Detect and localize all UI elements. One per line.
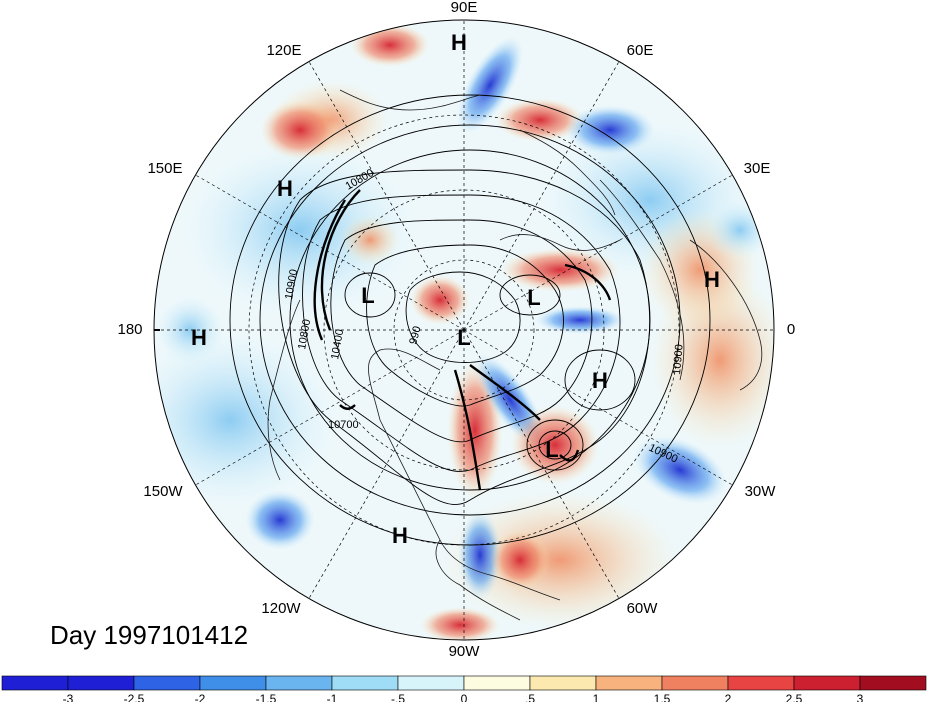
colorbar-tick-label: -3 <box>63 692 74 702</box>
high-center: H <box>704 267 720 292</box>
colorbar-tick-label: 1 <box>593 692 600 702</box>
colorbar-box <box>67 675 135 691</box>
meridian-line <box>463 61 620 331</box>
meridian-line <box>308 61 465 331</box>
lon-label-90w: 90W <box>449 643 481 660</box>
lon-label-120w: 120W <box>261 600 301 617</box>
meridian-line <box>463 329 620 599</box>
colorbar-box <box>463 675 531 691</box>
colorbar-tick-label: -2 <box>195 692 206 702</box>
meridian-line <box>463 174 733 331</box>
colorbar-box <box>1 675 69 691</box>
colorbar-box <box>661 675 729 691</box>
colorbar: -3 -2.5 -2 -1.5 -1 -.5 0 .5 1 1.5 2 2.5 3 <box>1 675 927 702</box>
colorbar-tick-label: 3 <box>857 692 864 702</box>
contour-label: 10800 <box>296 318 313 350</box>
colorbar-box <box>859 675 927 691</box>
colorbar-tick-label: 1.5 <box>654 692 671 702</box>
low-center: L <box>545 437 558 462</box>
pressure-centers: H H L L L H H H L H <box>191 30 720 548</box>
meridian-line <box>463 329 733 486</box>
meridians <box>154 20 774 640</box>
high-center: H <box>392 523 408 548</box>
colorbar-tick-label: 2.5 <box>786 692 803 702</box>
lon-label-150e: 150E <box>147 160 182 177</box>
contour-label: 10900 <box>283 268 300 300</box>
high-center: H <box>592 368 608 393</box>
meridian-line <box>308 329 465 599</box>
colorbar-tick-label: 2 <box>725 692 732 702</box>
anomaly-field <box>154 20 774 640</box>
high-center: H <box>191 325 207 350</box>
contour-lines <box>229 94 711 546</box>
meridian-line <box>195 174 465 331</box>
lon-label-120e: 120E <box>266 42 301 59</box>
colorbar-box <box>331 675 399 691</box>
low-center: L <box>457 325 470 350</box>
low-center: L <box>527 285 540 310</box>
map-title: Day 1997101412 <box>50 620 249 650</box>
colorbar-box <box>529 675 597 691</box>
lon-label-60w: 60W <box>627 600 659 617</box>
contour-label: 10400 <box>329 328 346 360</box>
lon-label-0: 0 <box>787 321 795 338</box>
contour-label: 10700 <box>328 419 359 431</box>
colorbar-tick-label: -2.5 <box>124 692 145 702</box>
lon-label-180: 180 <box>117 321 142 338</box>
colorbar-tick-label: -1.5 <box>256 692 277 702</box>
colorbar-tick-label: -1 <box>327 692 338 702</box>
high-center: H <box>451 30 467 55</box>
colorbar-box <box>793 675 861 691</box>
coastlines <box>267 89 763 621</box>
colorbar-box <box>727 675 795 691</box>
colorbar-box <box>265 675 333 691</box>
longitude-labels: 90E 60E 30E 0 30W 60W 90W 120W 150W 180 … <box>117 0 795 660</box>
lon-label-60e: 60E <box>627 42 654 59</box>
contour-label: 10900 <box>671 344 686 376</box>
lon-label-150w: 150W <box>143 483 183 500</box>
colorbar-tick-label: -.5 <box>391 692 405 702</box>
high-center: H <box>277 176 293 201</box>
colorbar-box <box>133 675 201 691</box>
lon-label-30e: 30E <box>744 160 771 177</box>
colorbar-box <box>595 675 663 691</box>
colorbar-box <box>397 675 465 691</box>
colorbar-box <box>199 675 267 691</box>
lon-label-30w: 30W <box>745 483 777 500</box>
contour-label: 990 <box>407 325 423 346</box>
meridian-line <box>195 329 465 486</box>
low-center: L <box>361 283 374 308</box>
colorbar-tick-label: .5 <box>525 692 535 702</box>
lon-label-90e: 90E <box>451 0 478 16</box>
colorbar-tick-label: 0 <box>461 692 468 702</box>
